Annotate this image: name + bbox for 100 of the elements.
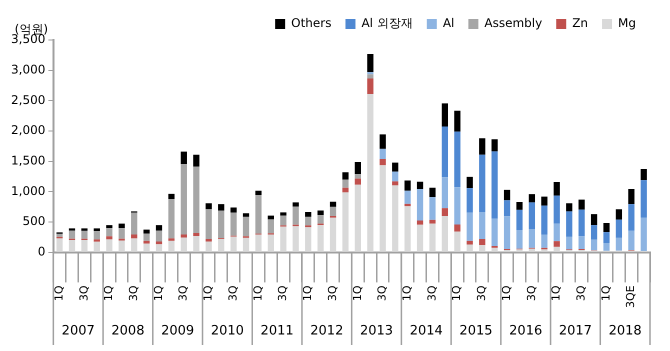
bar bbox=[118, 224, 125, 228]
bar bbox=[578, 210, 585, 236]
bar bbox=[504, 190, 510, 200]
x-tick-label: 1Q bbox=[500, 285, 513, 302]
x-tick-label: 1Q bbox=[202, 285, 215, 302]
bar bbox=[416, 220, 424, 225]
bar bbox=[180, 164, 187, 234]
x-tick-label: 3Q bbox=[524, 285, 538, 302]
bar bbox=[479, 154, 486, 212]
bar bbox=[56, 234, 63, 237]
x-tick-label: 1Q bbox=[450, 285, 464, 302]
y-tick-label: 1,500 bbox=[10, 153, 46, 168]
bar bbox=[206, 203, 212, 210]
bar bbox=[280, 212, 286, 216]
bar bbox=[131, 234, 138, 238]
x-tick-label: 3Q bbox=[326, 285, 339, 302]
bar bbox=[554, 241, 560, 247]
bar bbox=[479, 138, 486, 155]
bar bbox=[416, 182, 424, 189]
bar bbox=[466, 240, 473, 245]
bar bbox=[640, 218, 647, 252]
bar bbox=[628, 230, 634, 250]
bar bbox=[255, 195, 262, 234]
text: 2017 bbox=[558, 323, 592, 338]
text: 2011 bbox=[260, 323, 294, 338]
text: 2012 bbox=[310, 323, 344, 338]
bar bbox=[541, 249, 548, 252]
legend-label: Zn bbox=[572, 16, 588, 30]
bar bbox=[193, 154, 200, 167]
bar bbox=[230, 207, 237, 213]
y-tick-label: 500 bbox=[22, 214, 46, 228]
bar bbox=[317, 215, 324, 224]
bar bbox=[454, 224, 460, 232]
bar bbox=[367, 78, 374, 94]
bar bbox=[106, 236, 112, 240]
bar bbox=[566, 203, 572, 212]
x-tick-label: 1Q bbox=[52, 285, 66, 302]
bar bbox=[81, 240, 88, 252]
bar bbox=[628, 188, 634, 204]
bar bbox=[367, 74, 374, 79]
bar bbox=[603, 232, 610, 243]
x-tick-label: 3Q bbox=[276, 285, 290, 302]
bar bbox=[193, 232, 200, 236]
bar bbox=[94, 231, 100, 240]
bar bbox=[354, 174, 361, 179]
legend-label: Assembly bbox=[484, 16, 542, 30]
bar bbox=[479, 212, 486, 240]
x-tick-label: 3Q bbox=[475, 285, 488, 302]
bar bbox=[367, 94, 374, 252]
bar bbox=[454, 110, 460, 132]
bar bbox=[81, 228, 88, 231]
bar bbox=[268, 219, 274, 234]
bar bbox=[342, 172, 349, 180]
bar bbox=[640, 180, 647, 218]
bar bbox=[206, 209, 212, 240]
bar bbox=[143, 230, 150, 234]
bar bbox=[628, 204, 634, 231]
bar bbox=[242, 238, 250, 252]
bar bbox=[330, 202, 336, 207]
x-tick-label: 1Q bbox=[599, 285, 612, 302]
x-tick-label: 3Q bbox=[574, 285, 588, 302]
bar bbox=[466, 188, 473, 213]
bar bbox=[330, 206, 336, 216]
bar bbox=[131, 212, 138, 234]
bar bbox=[280, 216, 286, 226]
bar bbox=[492, 218, 498, 246]
bar bbox=[416, 188, 424, 221]
bar bbox=[131, 238, 138, 252]
bar bbox=[242, 213, 250, 217]
bar bbox=[504, 200, 510, 216]
text: 2013 bbox=[360, 323, 394, 338]
text: 2016 bbox=[509, 323, 542, 338]
bar bbox=[566, 211, 572, 237]
bar bbox=[616, 220, 622, 238]
bar bbox=[554, 182, 560, 196]
bar bbox=[554, 246, 560, 252]
bar bbox=[342, 192, 349, 252]
bar bbox=[168, 240, 175, 252]
bar bbox=[466, 176, 473, 188]
bar bbox=[516, 210, 523, 230]
bar bbox=[106, 225, 112, 228]
bar bbox=[590, 240, 598, 250]
legend-label: Al bbox=[442, 16, 454, 30]
bar bbox=[367, 54, 374, 72]
bar bbox=[442, 103, 448, 126]
bar bbox=[268, 216, 274, 220]
bar bbox=[603, 222, 610, 232]
bar bbox=[516, 202, 523, 210]
bar bbox=[354, 162, 361, 174]
legend-label: Al 외장재 bbox=[361, 16, 413, 30]
bar bbox=[429, 197, 436, 220]
bar bbox=[528, 229, 536, 248]
bar bbox=[528, 202, 536, 230]
legend-label: Others bbox=[291, 16, 332, 30]
bar bbox=[578, 236, 585, 250]
bar bbox=[590, 214, 598, 226]
bar bbox=[640, 168, 647, 180]
bar bbox=[492, 248, 498, 252]
bar bbox=[466, 244, 473, 252]
x-tick-label: 1Q bbox=[350, 285, 364, 302]
